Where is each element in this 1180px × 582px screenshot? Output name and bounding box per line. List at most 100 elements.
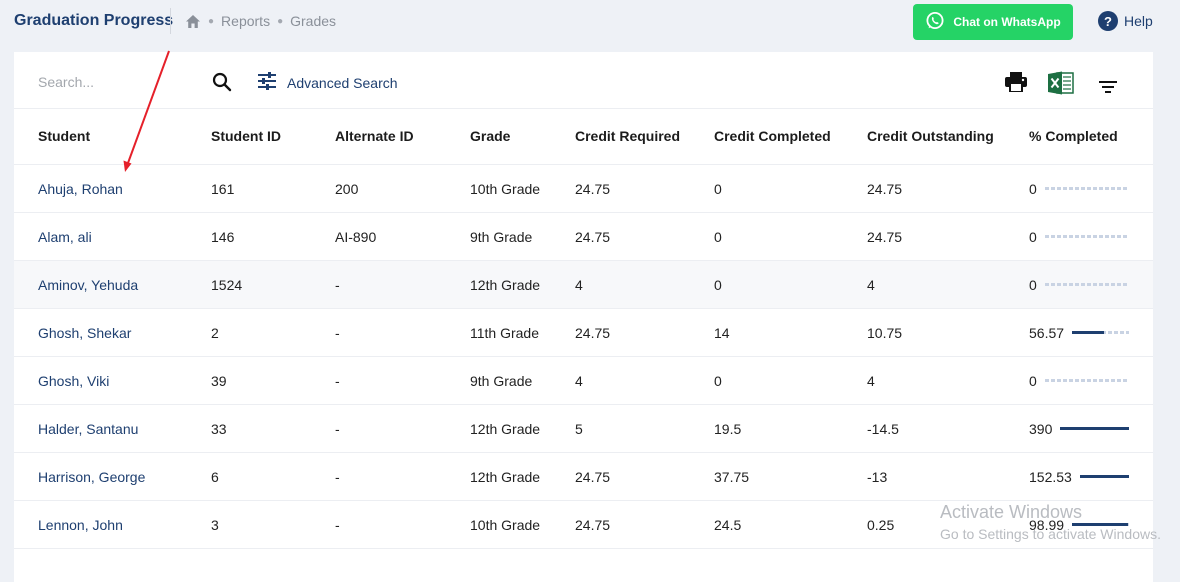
credit-completed-cell: 0 (714, 356, 867, 405)
percent-completed: 152.53 (1029, 469, 1153, 485)
column-header-credit-completed[interactable]: Credit Completed (714, 108, 867, 165)
credit-required-cell: 5 (575, 404, 714, 453)
student-name-cell[interactable]: Halder, Santanu (14, 404, 211, 453)
credit-outstanding-cell: 24.75 (867, 164, 1029, 213)
student-name-cell[interactable]: Alam, ali (14, 212, 211, 261)
credit-completed-cell: 24.5 (714, 500, 867, 549)
table-row[interactable]: Harrison, George 6-12th Grade 24.75 37.75 -1… (14, 452, 1153, 501)
percent-completed-value: 0 (1029, 180, 1037, 197)
student-name-cell[interactable]: Ghosh, Shekar (14, 308, 211, 357)
percent-completed-cell: 0 (1029, 260, 1153, 309)
percent-completed: 56.57 (1029, 325, 1153, 341)
grade-cell: 10th Grade (470, 500, 575, 549)
credit-required-cell: 4 (575, 356, 714, 405)
grade-cell: 12th Grade (470, 404, 575, 453)
alternate-id-cell: - (335, 356, 470, 405)
breadcrumb-item-grades[interactable]: Grades (290, 13, 337, 29)
column-header-credit-outstanding[interactable]: Credit Outstanding (867, 108, 1029, 165)
column-header-alternate-id[interactable]: Alternate ID (335, 108, 470, 165)
progress-bar (1044, 187, 1129, 190)
credit-outstanding-cell: 4 (867, 356, 1029, 405)
alternate-id-cell: AI-890 (335, 212, 470, 261)
grades-table: Student Student ID Alternate ID Grade Cr… (14, 108, 1153, 549)
credit-completed-cell: 0 (714, 212, 867, 261)
credit-outstanding-cell: 0.25 (867, 500, 1029, 549)
alternate-id-cell: - (335, 308, 470, 357)
credit-completed-cell: 19.5 (714, 404, 867, 453)
search-icon[interactable] (212, 72, 232, 97)
student-name-cell[interactable]: Harrison, George (14, 452, 211, 501)
top-bar: Graduation Progress ● Reports ● Grades C… (0, 0, 1180, 44)
percent-completed: 0 (1029, 181, 1153, 197)
credit-required-cell: 4 (575, 260, 714, 309)
student-name-cell[interactable]: Ahuja, Rohan (14, 164, 211, 213)
percent-completed-cell: 0 (1029, 212, 1153, 261)
table-row[interactable]: Aminov, Yehuda 1524-12th Grade 4 0 4 0 (14, 260, 1153, 309)
filter-icon[interactable] (1099, 80, 1117, 98)
home-icon[interactable] (185, 14, 201, 29)
column-header-credit-required[interactable]: Credit Required (575, 108, 714, 165)
search-input[interactable] (36, 69, 200, 95)
table-row[interactable]: Halder, Santanu 33-12th Grade 5 19.5 -14.5 39… (14, 404, 1153, 453)
progress-bar (1072, 523, 1130, 526)
percent-completed: 390 (1029, 421, 1153, 437)
progress-bar-fill (1079, 475, 1129, 478)
column-header-grade[interactable]: Grade (470, 108, 575, 165)
table-row[interactable]: Lennon, John 3-10th Grade 24.75 24.5 0.25 98.… (14, 500, 1153, 549)
student-name-cell[interactable]: Lennon, John (14, 500, 211, 549)
alternate-id-cell: 200 (335, 164, 470, 213)
grade-cell: 11th Grade (470, 308, 575, 357)
print-icon[interactable] (1005, 72, 1027, 97)
credit-completed-cell: 37.75 (714, 452, 867, 501)
table-row[interactable]: Ghosh, Shekar 2-11th Grade 24.75 14 10.75 56.… (14, 308, 1153, 357)
student-id-cell: 6 (211, 452, 335, 501)
table-row[interactable]: Ahuja, Rohan 161 200 10th Grade 24.75 0 24.75 0 (14, 164, 1153, 213)
student-name-cell[interactable]: Ghosh, Viki (14, 356, 211, 405)
table-header-row: Student Student ID Alternate ID Grade Cr… (14, 108, 1153, 165)
percent-completed-cell: 0 (1029, 356, 1153, 405)
progress-bar (1060, 427, 1130, 430)
whatsapp-icon (925, 11, 945, 34)
percent-completed-cell: 98.99 (1029, 500, 1153, 549)
alternate-id-cell: - (335, 500, 470, 549)
breadcrumb-item-reports[interactable]: Reports (221, 13, 271, 29)
percent-completed: 98.99 (1029, 517, 1153, 533)
percent-completed-value: 390 (1029, 420, 1053, 437)
column-header-student-id[interactable]: Student ID (211, 108, 335, 165)
table-row[interactable]: Ghosh, Viki 39-9th Grade 4 0 4 0 (14, 356, 1153, 405)
credit-required-cell: 24.75 (575, 212, 714, 261)
column-header-student[interactable]: Student (14, 108, 211, 165)
column-header-percent-completed[interactable]: % Completed (1029, 108, 1153, 165)
table-toolbar: Advanced Search (14, 52, 1153, 109)
breadcrumb-separator: ● (208, 15, 215, 27)
table-row[interactable]: Alam, ali 146 AI-890 9th Grade 24.75 0 24.75 0 (14, 212, 1153, 261)
whatsapp-chat-button[interactable]: Chat on WhatsApp (913, 4, 1073, 40)
student-id-cell: 2 (211, 308, 335, 357)
percent-completed: 0 (1029, 277, 1153, 293)
credit-required-cell: 24.75 (575, 500, 714, 549)
credit-completed-cell: 0 (714, 164, 867, 213)
percent-completed-value: 152.53 (1029, 468, 1072, 485)
alternate-id-cell: - (335, 404, 470, 453)
grade-cell: 12th Grade (470, 260, 575, 309)
credit-required-cell: 24.75 (575, 164, 714, 213)
help-label: Help (1124, 13, 1153, 29)
page-title: Graduation Progress (14, 12, 174, 29)
student-id-cell: 39 (211, 356, 335, 405)
percent-completed-value: 0 (1029, 276, 1037, 293)
alternate-id-cell: - (335, 452, 470, 501)
whatsapp-chat-label: Chat on WhatsApp (953, 15, 1061, 29)
advanced-search-label: Advanced Search (287, 74, 398, 91)
grade-cell: 9th Grade (470, 212, 575, 261)
percent-completed-cell: 152.53 (1029, 452, 1153, 501)
advanced-search-button[interactable]: Advanced Search (257, 72, 398, 93)
breadcrumb: ● Reports ● Grades (185, 13, 336, 29)
student-name-cell[interactable]: Aminov, Yehuda (14, 260, 211, 309)
grade-cell: 9th Grade (470, 356, 575, 405)
credit-required-cell: 24.75 (575, 308, 714, 357)
help-link[interactable]: ? Help (1098, 11, 1153, 31)
student-id-cell: 1524 (211, 260, 335, 309)
percent-completed-cell: 390 (1029, 404, 1153, 453)
report-card: Advanced Search (14, 52, 1153, 582)
excel-icon[interactable] (1048, 71, 1074, 100)
